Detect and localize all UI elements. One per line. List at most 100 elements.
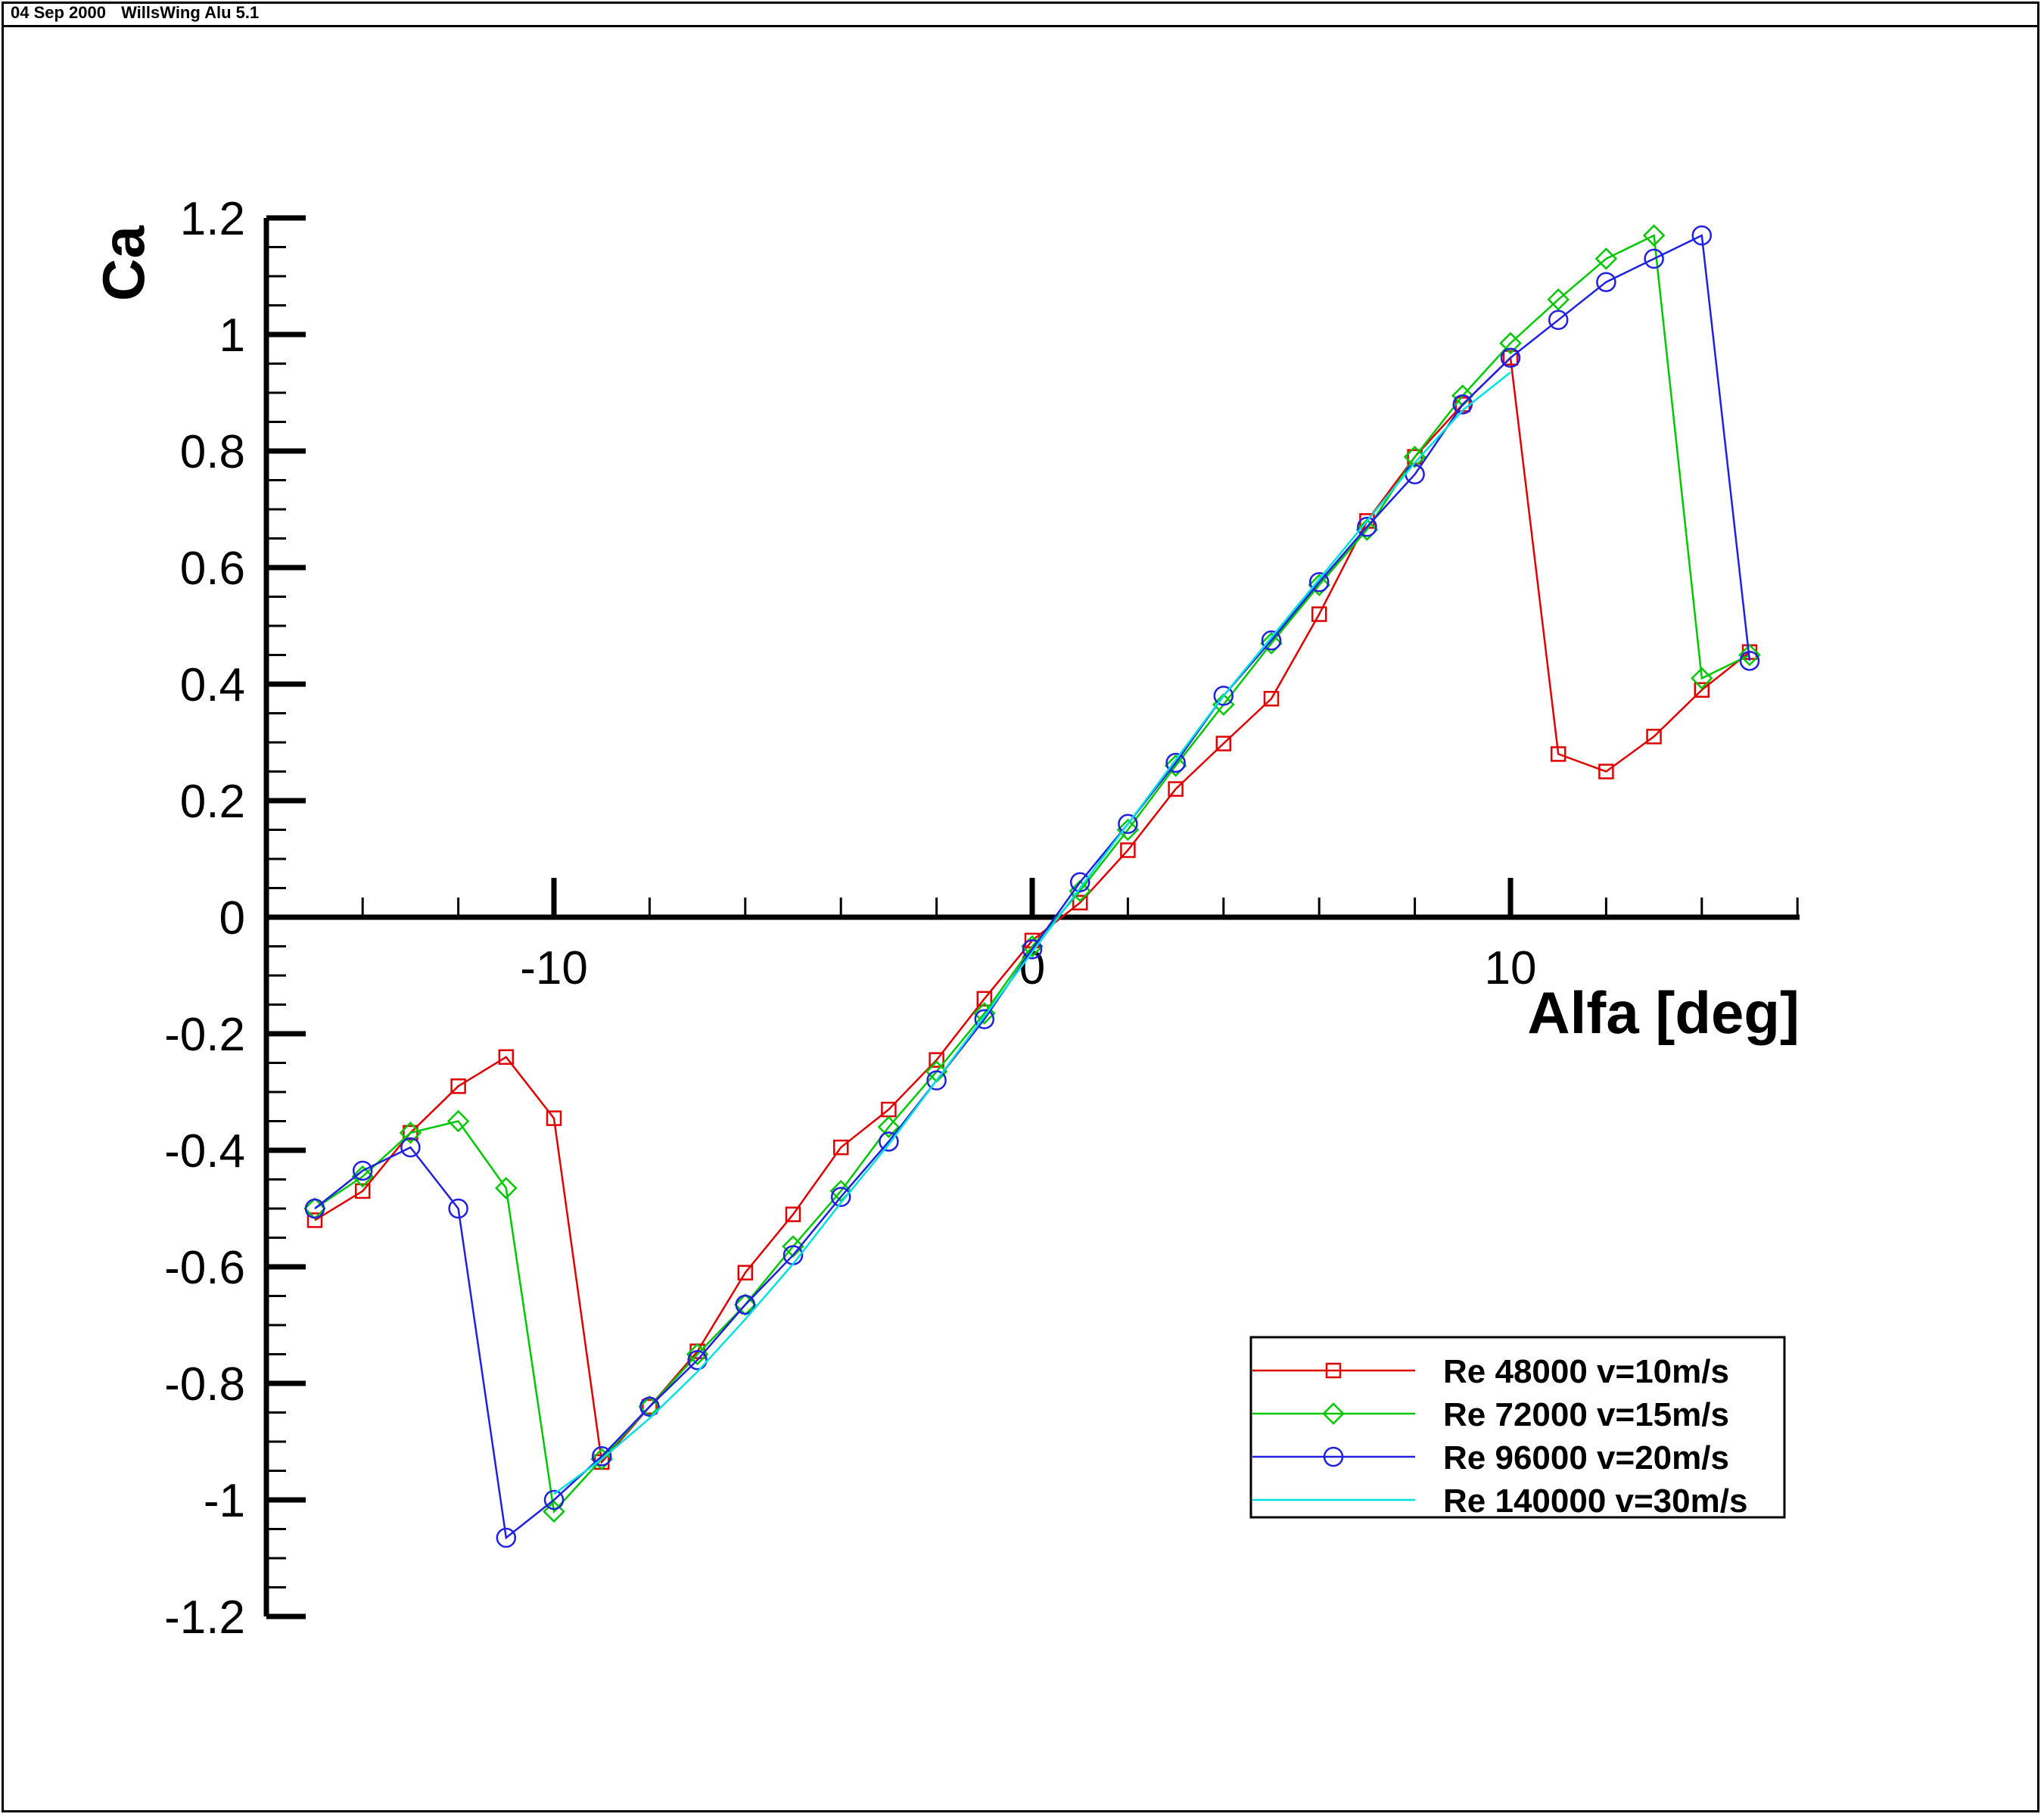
square-marker <box>1646 729 1662 745</box>
y-tick-label: -1.2 <box>164 1591 245 1644</box>
circle-marker <box>1739 650 1760 671</box>
circle-marker <box>448 1198 468 1219</box>
circle-marker <box>1118 814 1138 835</box>
diamond-marker <box>1738 643 1761 667</box>
software-stamp: WillsWing Alu 5.1 <box>121 3 260 22</box>
diamond-marker <box>1594 247 1618 270</box>
diamond-marker <box>543 1500 565 1523</box>
circle-marker <box>735 1294 756 1315</box>
diamond-marker <box>1116 818 1140 842</box>
square-marker <box>1215 736 1232 751</box>
circle-marker <box>352 1160 373 1181</box>
circle-marker <box>1357 516 1377 537</box>
y-tick-label: 0.8 <box>180 426 245 478</box>
square-marker <box>1263 691 1280 707</box>
y-tick-label: 0.4 <box>180 659 245 711</box>
square-marker <box>832 1139 849 1156</box>
square-marker <box>976 991 993 1007</box>
diamond-marker <box>1308 574 1330 596</box>
diamond-marker <box>495 1177 518 1199</box>
diamond-marker <box>1260 632 1283 655</box>
y-tick-label: 1.2 <box>180 193 245 245</box>
circle-marker <box>400 1137 421 1158</box>
square-marker <box>403 1125 418 1141</box>
legend-entry: Re 140000 v=30m/s <box>1252 1483 1747 1520</box>
square-marker <box>498 1049 515 1066</box>
circle-marker <box>1261 630 1282 651</box>
square-marker <box>785 1206 801 1222</box>
circle-marker <box>639 1396 660 1417</box>
legend-label: Re 72000 v=15m/s <box>1443 1396 1729 1433</box>
square-marker <box>546 1110 562 1126</box>
x-tick-label: 10 <box>1485 942 1537 994</box>
circle-marker <box>304 1198 325 1219</box>
diamond-marker <box>590 1448 613 1470</box>
diamond-marker <box>399 1122 422 1144</box>
y-tick-label: -0.4 <box>164 1125 245 1178</box>
square-marker <box>1120 842 1136 858</box>
circle-marker <box>687 1349 708 1371</box>
x-tick-label: -10 <box>520 942 588 994</box>
series-2 <box>303 224 1761 1523</box>
circle-marker <box>1452 394 1473 415</box>
circle-marker <box>1596 272 1616 292</box>
series-line <box>314 234 1751 1540</box>
circle-marker <box>1500 347 1521 369</box>
square-marker <box>306 1212 323 1228</box>
circle-marker <box>591 1446 612 1467</box>
circle-marker <box>926 1070 947 1091</box>
diamond-marker <box>351 1165 374 1188</box>
circle-marker <box>1069 872 1090 893</box>
legend-entry: Re 72000 v=15m/s <box>1252 1396 1729 1433</box>
x-axis-label: Alfa [deg] <box>1527 979 1800 1046</box>
square-marker <box>737 1265 754 1280</box>
diamond-marker <box>1642 224 1666 247</box>
diamond-marker <box>1355 518 1379 541</box>
diamond-marker <box>446 1109 470 1133</box>
circle-marker <box>1691 225 1713 246</box>
diamond-marker <box>686 1343 709 1366</box>
y-tick-label: 0.2 <box>180 776 245 828</box>
diamond-marker <box>877 1115 901 1138</box>
diamond-marker <box>1164 754 1187 777</box>
legend-label: Re 48000 v=10m/s <box>1443 1353 1729 1390</box>
header-bar: 04 Sep 2000 WillsWing Alu 5.1 <box>2 2 2039 27</box>
y-axis-label: Ca <box>90 226 157 301</box>
diamond-marker <box>829 1180 852 1203</box>
circle-marker <box>974 1009 995 1029</box>
y-tick-label: -0.8 <box>164 1358 245 1411</box>
series-line <box>314 234 1750 1514</box>
series-3 <box>304 225 1760 1548</box>
y-tick-label: 1 <box>219 310 245 362</box>
circle-marker <box>830 1187 851 1207</box>
legend-entry: Re 48000 v=10m/s <box>1252 1353 1729 1390</box>
diamond-marker <box>1499 331 1522 355</box>
square-marker <box>1325 1362 1342 1379</box>
circle-marker <box>496 1527 517 1548</box>
circle-marker <box>1165 752 1186 773</box>
axes: -1.2 -1 -0.8 -0.6 -0.4 -0.2 0 0.2 0.4 0.6 0.8 1 1.2 -… <box>164 193 1800 1644</box>
square-marker <box>1072 894 1088 910</box>
circle-marker <box>1213 686 1234 706</box>
y-tick-label: -0.6 <box>164 1242 245 1294</box>
series-group <box>303 224 1761 1548</box>
legend: Re 48000 v=10m/s Re 72000 v=15m/s Re 96000… <box>1249 1336 1786 1520</box>
y-tick-label: 0 <box>219 892 245 944</box>
legend-label: Re 96000 v=20m/s <box>1443 1439 1729 1476</box>
axis-labels: Alfa [deg] Ca <box>90 226 1800 1046</box>
y-tick-label: 0.6 <box>180 543 245 595</box>
square-marker <box>1598 764 1614 779</box>
square-marker <box>1311 606 1327 622</box>
square-marker <box>929 1052 944 1068</box>
circle-marker <box>1323 1446 1344 1467</box>
diamond-marker <box>1403 445 1426 468</box>
date-stamp: 04 Sep 2000 <box>11 3 106 22</box>
circle-marker <box>543 1489 565 1511</box>
circle-marker <box>1548 310 1569 330</box>
square-marker <box>1502 350 1519 366</box>
circle-marker <box>879 1131 899 1152</box>
legend-entry: Re 96000 v=20m/s <box>1252 1439 1729 1476</box>
square-marker <box>1168 781 1184 797</box>
